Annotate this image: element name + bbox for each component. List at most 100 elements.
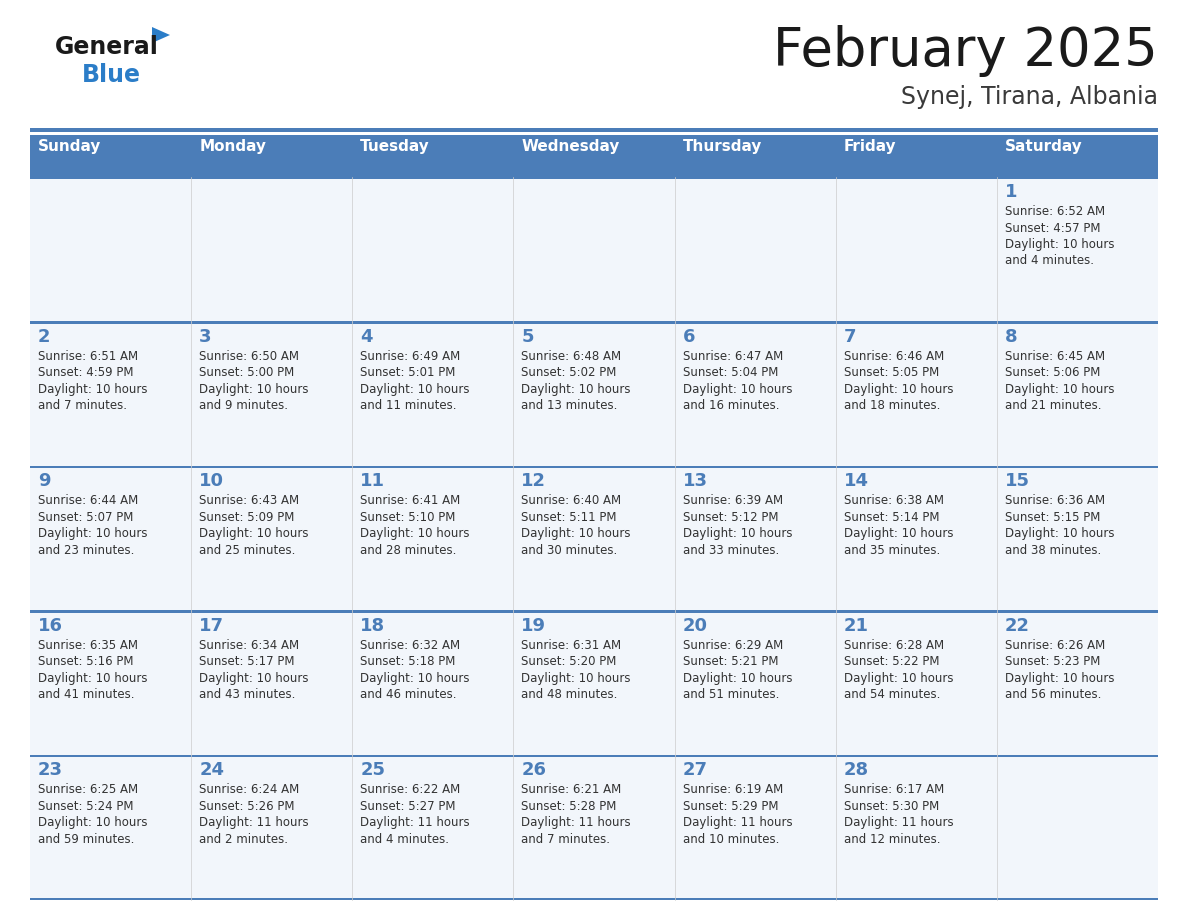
Text: Sunset: 5:22 PM: Sunset: 5:22 PM — [843, 655, 940, 668]
Text: 17: 17 — [200, 617, 225, 635]
Text: 18: 18 — [360, 617, 385, 635]
Bar — [675, 321, 835, 324]
Text: Sunset: 5:06 PM: Sunset: 5:06 PM — [1005, 366, 1100, 379]
Text: and 56 minutes.: and 56 minutes. — [1005, 688, 1101, 701]
Text: Sunrise: 6:43 AM: Sunrise: 6:43 AM — [200, 494, 299, 508]
Bar — [191, 756, 353, 900]
Text: Daylight: 10 hours: Daylight: 10 hours — [1005, 672, 1114, 685]
Text: and 33 minutes.: and 33 minutes. — [683, 543, 779, 556]
Bar — [513, 755, 675, 757]
Text: and 21 minutes.: and 21 minutes. — [1005, 399, 1101, 412]
Text: Sunset: 5:18 PM: Sunset: 5:18 PM — [360, 655, 456, 668]
Bar — [191, 135, 353, 177]
Text: Sunset: 5:14 PM: Sunset: 5:14 PM — [843, 510, 940, 523]
Bar — [835, 465, 997, 468]
Text: Monday: Monday — [200, 139, 266, 154]
Text: and 35 minutes.: and 35 minutes. — [843, 543, 940, 556]
Text: Sunrise: 6:34 AM: Sunrise: 6:34 AM — [200, 639, 299, 652]
Text: and 43 minutes.: and 43 minutes. — [200, 688, 296, 701]
Text: 20: 20 — [683, 617, 708, 635]
Text: Sunrise: 6:24 AM: Sunrise: 6:24 AM — [200, 783, 299, 797]
Text: 13: 13 — [683, 472, 708, 490]
Text: Daylight: 10 hours: Daylight: 10 hours — [38, 527, 147, 540]
Text: Daylight: 11 hours: Daylight: 11 hours — [522, 816, 631, 829]
Bar — [997, 610, 1158, 613]
Text: 19: 19 — [522, 617, 546, 635]
Bar — [353, 176, 513, 179]
Text: Sunday: Sunday — [38, 139, 101, 154]
Text: and 7 minutes.: and 7 minutes. — [38, 399, 127, 412]
Text: Daylight: 10 hours: Daylight: 10 hours — [38, 383, 147, 396]
Text: Sunrise: 6:52 AM: Sunrise: 6:52 AM — [1005, 205, 1105, 218]
Bar — [30, 610, 191, 756]
Bar — [997, 610, 1158, 756]
Bar — [675, 610, 835, 613]
Text: Thursday: Thursday — [683, 139, 762, 154]
Bar — [30, 466, 191, 610]
Text: Sunrise: 6:17 AM: Sunrise: 6:17 AM — [843, 783, 944, 797]
Bar — [675, 465, 835, 468]
Text: Sunrise: 6:32 AM: Sunrise: 6:32 AM — [360, 639, 461, 652]
Text: Daylight: 10 hours: Daylight: 10 hours — [522, 527, 631, 540]
Text: 12: 12 — [522, 472, 546, 490]
Text: Sunrise: 6:44 AM: Sunrise: 6:44 AM — [38, 494, 138, 508]
Text: Sunrise: 6:46 AM: Sunrise: 6:46 AM — [843, 350, 944, 363]
Bar — [191, 610, 353, 756]
Text: Sunrise: 6:39 AM: Sunrise: 6:39 AM — [683, 494, 783, 508]
Text: 23: 23 — [38, 761, 63, 779]
Text: Tuesday: Tuesday — [360, 139, 430, 154]
Text: Sunrise: 6:36 AM: Sunrise: 6:36 AM — [1005, 494, 1105, 508]
Bar — [997, 177, 1158, 321]
Text: 24: 24 — [200, 761, 225, 779]
Text: Sunrise: 6:38 AM: Sunrise: 6:38 AM — [843, 494, 943, 508]
Bar — [675, 466, 835, 610]
Text: 15: 15 — [1005, 472, 1030, 490]
Bar — [675, 321, 835, 466]
Polygon shape — [152, 27, 170, 43]
Bar — [835, 610, 997, 756]
Bar — [191, 755, 353, 757]
Text: General: General — [55, 35, 159, 59]
Text: Sunset: 5:16 PM: Sunset: 5:16 PM — [38, 655, 133, 668]
Bar — [513, 177, 675, 321]
Text: and 2 minutes.: and 2 minutes. — [200, 833, 289, 845]
Bar — [191, 176, 353, 179]
Text: Daylight: 10 hours: Daylight: 10 hours — [360, 527, 469, 540]
Text: Sunrise: 6:35 AM: Sunrise: 6:35 AM — [38, 639, 138, 652]
Text: Daylight: 10 hours: Daylight: 10 hours — [522, 383, 631, 396]
Bar — [30, 177, 191, 321]
Text: Daylight: 10 hours: Daylight: 10 hours — [200, 383, 309, 396]
Text: Friday: Friday — [843, 139, 896, 154]
Bar — [191, 466, 353, 610]
Text: Sunset: 5:30 PM: Sunset: 5:30 PM — [843, 800, 939, 813]
Text: Sunset: 5:00 PM: Sunset: 5:00 PM — [200, 366, 295, 379]
Text: and 54 minutes.: and 54 minutes. — [843, 688, 940, 701]
Text: and 25 minutes.: and 25 minutes. — [200, 543, 296, 556]
Bar — [513, 321, 675, 324]
Text: Sunset: 5:20 PM: Sunset: 5:20 PM — [522, 655, 617, 668]
Text: and 4 minutes.: and 4 minutes. — [1005, 254, 1094, 267]
Text: 3: 3 — [200, 328, 211, 345]
Text: 10: 10 — [200, 472, 225, 490]
Bar — [835, 756, 997, 900]
Text: Daylight: 10 hours: Daylight: 10 hours — [38, 816, 147, 829]
Text: 27: 27 — [683, 761, 708, 779]
Bar — [513, 610, 675, 756]
Text: and 18 minutes.: and 18 minutes. — [843, 399, 940, 412]
Text: February 2025: February 2025 — [773, 25, 1158, 77]
Bar — [997, 176, 1158, 179]
Text: Sunrise: 6:49 AM: Sunrise: 6:49 AM — [360, 350, 461, 363]
Text: 21: 21 — [843, 617, 868, 635]
Text: Daylight: 11 hours: Daylight: 11 hours — [683, 816, 792, 829]
Text: Daylight: 10 hours: Daylight: 10 hours — [843, 527, 953, 540]
Text: Wednesday: Wednesday — [522, 139, 620, 154]
Bar — [675, 177, 835, 321]
Text: Sunrise: 6:29 AM: Sunrise: 6:29 AM — [683, 639, 783, 652]
Text: Saturday: Saturday — [1005, 139, 1082, 154]
Bar — [835, 177, 997, 321]
Text: and 30 minutes.: and 30 minutes. — [522, 543, 618, 556]
Text: and 41 minutes.: and 41 minutes. — [38, 688, 134, 701]
Text: Sunset: 5:12 PM: Sunset: 5:12 PM — [683, 510, 778, 523]
Text: Sunset: 5:27 PM: Sunset: 5:27 PM — [360, 800, 456, 813]
Text: 14: 14 — [843, 472, 868, 490]
